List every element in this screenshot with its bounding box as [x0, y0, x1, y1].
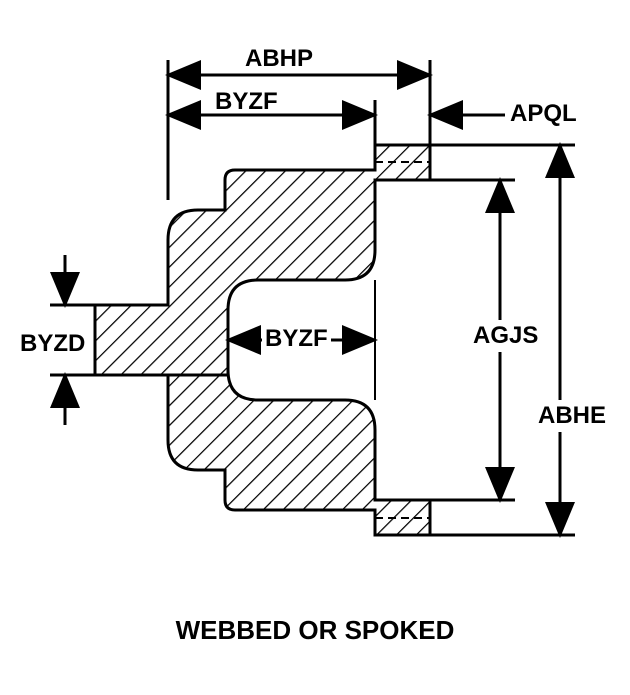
label-agjs: AGJS: [470, 320, 541, 352]
label-byzf-center: BYZF: [262, 325, 331, 353]
label-abhp: ABHP: [245, 45, 313, 73]
diagram-container: ABHP BYZF APQL BYZD BYZF AGJS ABHE WEBBE…: [0, 0, 630, 690]
label-apql: APQL: [510, 100, 577, 128]
diagram-caption: WEBBED OR SPOKED: [0, 615, 630, 646]
lower-section: [168, 370, 430, 535]
label-byzf-top: BYZF: [215, 88, 278, 116]
label-abhe: ABHE: [535, 400, 609, 432]
label-byzd: BYZD: [20, 330, 85, 358]
